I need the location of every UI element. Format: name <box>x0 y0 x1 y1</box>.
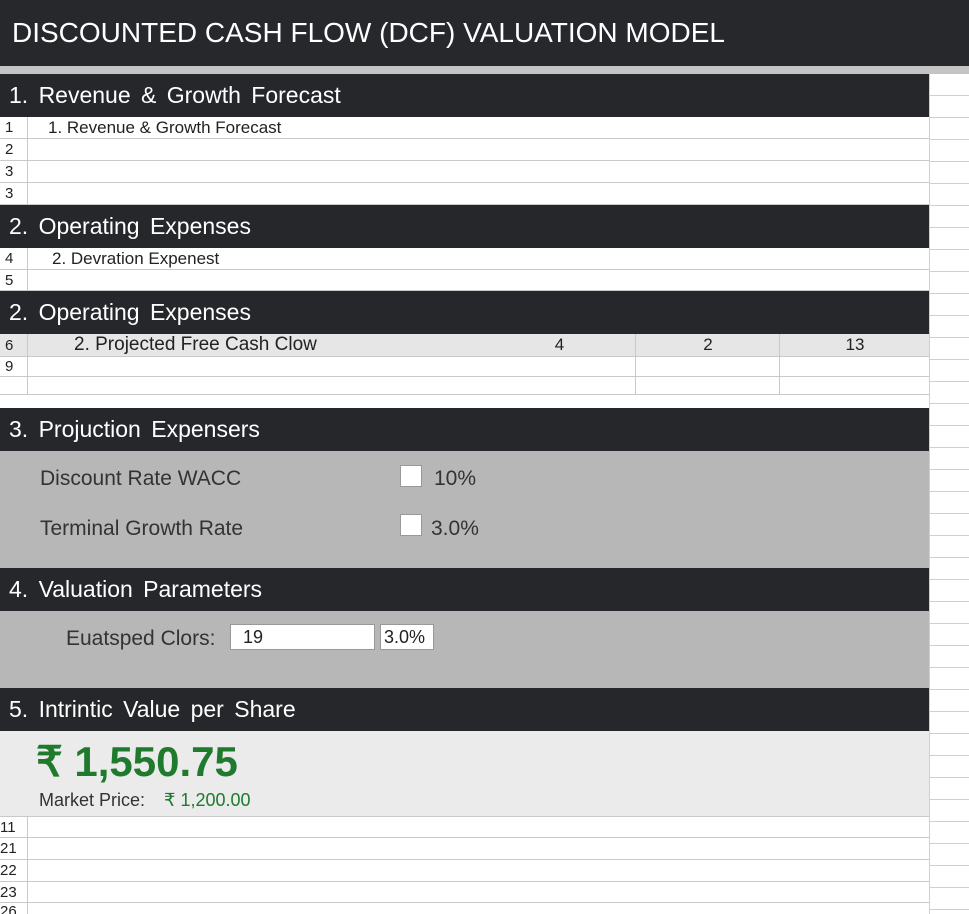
divider <box>0 66 969 74</box>
input-label: Terminal Growth Rate <box>40 517 244 540</box>
value-cell: 13 <box>779 334 930 356</box>
value-cell: 2 <box>635 334 780 356</box>
input-panel: Discount Rate WACC 10% Terminal Growth R… <box>0 451 929 568</box>
checkbox[interactable] <box>400 465 422 487</box>
input-value[interactable]: 10% <box>434 467 477 490</box>
input-value[interactable]: 3.0% <box>431 517 479 540</box>
input-label: Discount Rate WACC <box>40 467 242 490</box>
row-number: 1 <box>0 117 28 138</box>
row-number: 26 <box>0 903 28 914</box>
row-number: 9 <box>0 357 28 376</box>
text-input[interactable]: 3.0% <box>380 624 434 650</box>
sheet-row: 5 <box>0 270 929 291</box>
sheet-row: 4 2. Devration Expenest <box>0 248 929 270</box>
intrinsic-value: ₹ 1,550.75 <box>36 738 238 785</box>
row-number: 23 <box>0 882 28 902</box>
row-number: 4 <box>0 248 28 269</box>
row-number: 3 <box>0 161 28 182</box>
sheet-row: 11 <box>0 817 929 838</box>
row-number: 21 <box>0 838 28 859</box>
result-panel: ₹ 1,550.75 Market Price: ₹ 1,200.00 <box>0 731 929 817</box>
cell <box>779 377 930 394</box>
checkbox[interactable] <box>400 514 422 536</box>
sheet-row <box>0 377 929 395</box>
row-label: 1. Revenue & Growth Forecast <box>48 117 282 137</box>
section-header: 4. Valuation Parameters <box>0 568 929 611</box>
market-price-label: Market Price: <box>39 790 146 810</box>
section-header: 3. Projuction Expensers <box>0 408 929 451</box>
sheet-row: 21 <box>0 838 929 860</box>
sheet-row: 6 2. Projected Free Cash Clow 4 2 13 <box>0 334 929 357</box>
sheet-row: 3 <box>0 161 929 183</box>
row-number <box>0 377 28 394</box>
cell <box>779 357 930 376</box>
row-number: 2 <box>0 139 28 160</box>
row-label: 2. Projected Free Cash Clow <box>74 334 317 355</box>
input-panel: Euatsped Clors: 19 3.0% <box>0 611 929 688</box>
cell <box>635 357 780 376</box>
page-title: DISCOUNTED CASH FLOW (DCF) VALUATION MOD… <box>0 0 969 66</box>
market-price-value: ₹ 1,200.00 <box>164 790 251 810</box>
section-header: 1. Revenue & Growth Forecast <box>0 74 929 117</box>
cell <box>635 377 780 394</box>
row-number: 3 <box>0 183 28 204</box>
section-header: 2. Operating Expenses <box>0 291 929 334</box>
row-number: 11 <box>0 817 28 837</box>
sheet-row: 9 <box>0 357 929 377</box>
text-input[interactable]: 19 <box>230 624 375 650</box>
sheet-row: 2 <box>0 139 929 161</box>
row-number: 6 <box>0 334 28 356</box>
side-grid <box>929 74 969 914</box>
value-cell: 4 <box>554 335 565 354</box>
row-number: 22 <box>0 860 28 881</box>
field-label: Euatsped Clors: <box>66 627 216 650</box>
row-number: 5 <box>0 270 28 290</box>
sheet-row: 1 1. Revenue & Growth Forecast <box>0 117 929 139</box>
sheet-row: 23 <box>0 882 929 903</box>
section-header: 5. Intrintic Value per Share <box>0 688 929 731</box>
sheet-row: 3 <box>0 183 929 205</box>
sheet-row: 26 <box>0 903 929 914</box>
row-label: 2. Devration Expenest <box>52 248 220 268</box>
sheet-row: 22 <box>0 860 929 882</box>
section-header: 2. Operating Expenses <box>0 205 929 248</box>
